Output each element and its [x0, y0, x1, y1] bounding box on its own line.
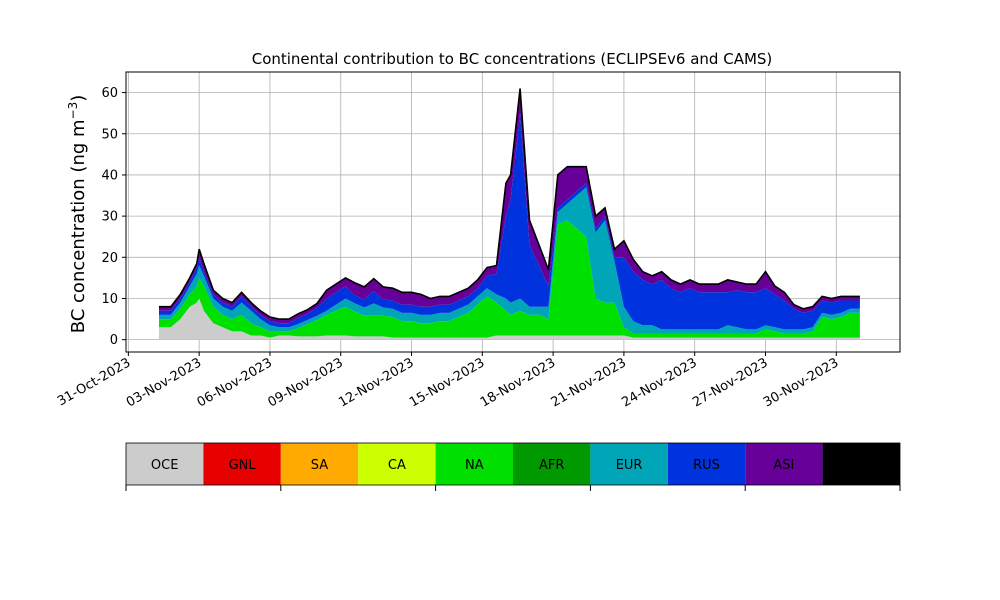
legend-swatch-sa: [280, 443, 359, 485]
y-tick-label: 60: [101, 86, 118, 101]
x-tick-label: 18-Nov-2023: [478, 355, 558, 410]
x-tick-label: 15-Nov-2023: [407, 355, 487, 410]
y-axis-label-close: ): [68, 95, 89, 102]
legend-swatch-rus: [667, 443, 746, 485]
x-tick-label: 27-Nov-2023: [690, 355, 770, 410]
x-tick-label: 30-Nov-2023: [761, 355, 841, 410]
legend-label-afr: AFR: [539, 458, 564, 473]
legend-swatch-gnl: [203, 443, 281, 485]
area-eur: [159, 187, 860, 334]
y-axis-ticks: 0 10 20 30 40 50 60: [101, 86, 126, 348]
area-oce: [159, 298, 860, 340]
legend-label-rus: RUS: [693, 458, 720, 473]
y-axis-label-superscript: −3: [66, 102, 80, 120]
x-tick-label: 21-Nov-2023: [549, 355, 629, 410]
legend-label-sa: SA: [311, 458, 328, 473]
x-tick-label: 06-Nov-2023: [195, 355, 275, 410]
legend-swatch-asi: [745, 443, 823, 485]
stacked-areas: [159, 88, 860, 340]
legend-label-na: NA: [465, 458, 484, 473]
y-tick-label: 20: [101, 251, 118, 266]
chart-title: Continental contribution to BC concentra…: [252, 50, 773, 68]
legend-swatch-eur: [590, 443, 668, 485]
x-tick-label: 03-Nov-2023: [124, 355, 204, 410]
legend-swatch-oce: [126, 443, 204, 485]
x-axis-ticks: 31-Oct-202303-Nov-202306-Nov-202309-Nov-…: [55, 352, 841, 410]
area-na: [159, 220, 860, 338]
y-tick-label: 0: [110, 333, 118, 348]
colorbar-legend: OCE GNL SA CA NA AFR EUR RUS ASI AUS: [125, 442, 901, 491]
legend-swatch-aus: [822, 443, 900, 485]
legend-frame: [125, 442, 901, 486]
legend-swatch-na: [435, 443, 513, 485]
y-tick-label: 40: [101, 168, 118, 183]
x-tick-label: 31-Oct-2023: [55, 355, 133, 409]
x-tick-label: 12-Nov-2023: [336, 355, 416, 410]
legend-label-eur: EUR: [616, 458, 643, 473]
y-axis-label: BC concentration (ng m−3): [66, 95, 89, 334]
legend-label-aus: AUS: [848, 458, 875, 473]
y-tick-label: 10: [101, 292, 118, 307]
total-line: [159, 88, 860, 320]
legend-label-gnl: GNL: [229, 458, 257, 473]
y-tick-label: 30: [101, 210, 118, 225]
x-tick-label: 24-Nov-2023: [619, 355, 699, 410]
legend-label-asi: ASI: [773, 458, 794, 473]
legend-label-oce: OCE: [151, 458, 179, 473]
legend-label-ca: CA: [388, 458, 406, 473]
x-tick-label: 09-Nov-2023: [265, 355, 345, 410]
legend-swatch-afr: [513, 443, 591, 485]
area-rus: [159, 113, 860, 330]
plot-frame: [125, 71, 901, 353]
y-tick-label: 50: [101, 127, 118, 142]
legend-swatch-ca: [358, 443, 436, 485]
